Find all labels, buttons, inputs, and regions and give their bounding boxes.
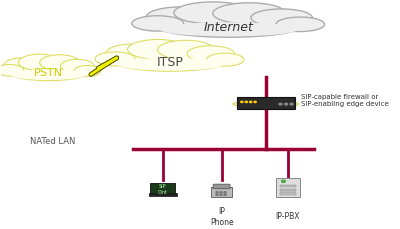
FancyBboxPatch shape [148,193,177,196]
Ellipse shape [106,45,159,63]
Ellipse shape [251,10,312,27]
Circle shape [254,102,256,103]
Ellipse shape [74,66,101,77]
Circle shape [216,192,218,193]
Text: IP-PBX: IP-PBX [276,211,300,220]
Ellipse shape [132,17,184,32]
Ellipse shape [11,70,86,81]
Text: SIP
Clnt: SIP Clnt [158,183,168,194]
Circle shape [245,102,247,103]
Circle shape [241,102,243,103]
FancyBboxPatch shape [280,185,296,187]
Ellipse shape [40,55,80,71]
FancyBboxPatch shape [150,184,175,194]
Ellipse shape [206,54,244,67]
FancyBboxPatch shape [276,178,300,197]
Ellipse shape [128,40,188,60]
Circle shape [282,180,285,183]
FancyBboxPatch shape [213,184,230,189]
Circle shape [284,104,288,106]
Text: ITSP: ITSP [157,55,184,68]
Text: SIP-capable firewall or
SIP-enabling edge device: SIP-capable firewall or SIP-enabling edg… [301,94,388,107]
Text: NATed LAN: NATed LAN [30,136,76,145]
Circle shape [220,194,222,196]
Circle shape [250,102,252,103]
Ellipse shape [4,59,41,74]
Ellipse shape [95,53,135,66]
FancyBboxPatch shape [280,193,296,195]
Ellipse shape [276,18,324,33]
Text: Internet: Internet [204,20,254,33]
Ellipse shape [60,60,94,73]
Ellipse shape [174,3,252,25]
Text: IP
Phone: IP Phone [210,206,234,226]
Ellipse shape [18,55,61,71]
Ellipse shape [0,65,24,77]
Circle shape [224,192,226,193]
Circle shape [220,192,222,193]
Ellipse shape [117,59,223,71]
Ellipse shape [146,8,214,28]
Ellipse shape [114,52,226,72]
FancyBboxPatch shape [237,97,294,110]
Ellipse shape [158,41,214,60]
Ellipse shape [233,101,299,109]
Ellipse shape [187,47,234,62]
Circle shape [224,194,226,196]
Ellipse shape [9,65,88,81]
Circle shape [216,194,218,196]
Ellipse shape [160,23,298,37]
Circle shape [279,104,282,106]
FancyBboxPatch shape [280,189,296,191]
FancyBboxPatch shape [211,187,232,197]
Text: PSTN: PSTN [34,68,63,78]
Ellipse shape [213,4,286,25]
Circle shape [290,104,293,106]
Ellipse shape [156,16,302,38]
